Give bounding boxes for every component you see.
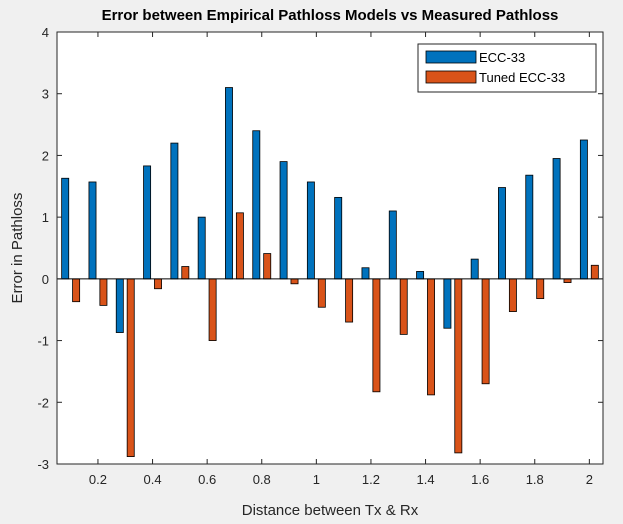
x-tick-label: 0.6 [198,472,216,487]
bar-ecc33-9 [306,181,315,280]
bar-tuned-ecc33-9 [317,278,326,308]
x-axis-label: Distance between Tx & Rx [242,502,419,519]
bar-ecc33-17 [525,174,534,280]
x-tick-label: 1.6 [471,472,489,487]
x-tick-label: 2 [586,472,593,487]
plot-area [57,32,603,464]
bar-tuned-ecc33-2 [126,278,135,457]
x-axis: 0.2 0.4 0.6 0.8 1 1.2 1.4 1.6 1.8 2 [89,32,593,487]
legend-label-tuned-ecc33: Tuned ECC-33 [479,70,565,85]
bar-ecc33-13 [416,271,425,280]
bar-tuned-ecc33-11 [372,278,381,393]
chart-title: Error between Empirical Pathloss Models … [102,7,559,24]
bar-tuned-ecc33-15 [481,278,490,385]
bar-tuned-ecc33-7 [263,253,272,280]
y-tick-label: 3 [42,87,49,102]
bar-tuned-ecc33-4 [181,266,190,280]
bar-ecc33-3 [143,165,152,280]
bar-ecc33-10 [334,196,343,280]
y-tick-label: 0 [42,272,49,287]
bar-ecc33-11 [361,267,370,280]
x-tick-label: 0.8 [253,472,271,487]
x-tick-label: 1.8 [526,472,544,487]
bar-ecc33-6 [225,87,233,280]
bars-layer [61,87,599,457]
bar-ecc33-18 [552,158,561,280]
y-axis-label: Error in Pathloss [9,193,26,304]
bar-ecc33-15 [470,258,479,280]
y-tick-label: 2 [42,148,49,163]
bar-ecc33-1 [88,181,97,280]
y-tick-label: 1 [42,210,49,225]
bar-ecc33-14 [443,278,452,329]
bar-tuned-ecc33-5 [208,278,217,341]
bar-tuned-ecc33-16 [508,278,517,312]
bar-tuned-ecc33-8 [290,278,299,285]
bar-ecc33-8 [279,161,288,280]
bar-tuned-ecc33-12 [399,278,408,335]
y-tick-label: -3 [37,457,49,472]
x-tick-label: 1.4 [417,472,435,487]
bar-ecc33-5 [197,216,206,280]
legend: ECC-33 Tuned ECC-33 [417,43,597,93]
y-tick-label: -1 [37,334,49,349]
bar-ecc33-16 [498,187,506,280]
bar-tuned-ecc33-6 [235,212,244,280]
bar-tuned-ecc33-13 [427,278,435,396]
bar-tuned-ecc33-1 [99,278,108,306]
legend-swatch-tuned-ecc33 [425,70,477,84]
bar-ecc33-7 [252,130,261,280]
y-tick-label: 4 [42,25,49,40]
x-tick-label: 0.4 [144,472,162,487]
bar-tuned-ecc33-14 [454,278,463,454]
bar-tuned-ecc33-0 [72,278,81,303]
x-tick-label: 0.2 [89,472,107,487]
x-tick-label: 1 [313,472,320,487]
bar-tuned-ecc33-18 [563,278,572,283]
bar-tuned-ecc33-17 [536,278,545,300]
bar-ecc33-4 [170,142,179,280]
x-tick-label: 1.2 [362,472,380,487]
legend-swatch-ecc33 [425,50,477,64]
legend-label-ecc33: ECC-33 [479,50,525,65]
bar-ecc33-12 [388,210,397,280]
bar-ecc33-19 [579,139,588,280]
bar-tuned-ecc33-3 [154,278,162,290]
bar-ecc33-0 [61,177,70,280]
bar-tuned-ecc33-19 [590,264,599,280]
plot-frame [56,31,604,465]
bar-tuned-ecc33-10 [345,278,354,323]
y-tick-label: -2 [37,395,49,410]
bar-ecc33-2 [115,278,124,333]
